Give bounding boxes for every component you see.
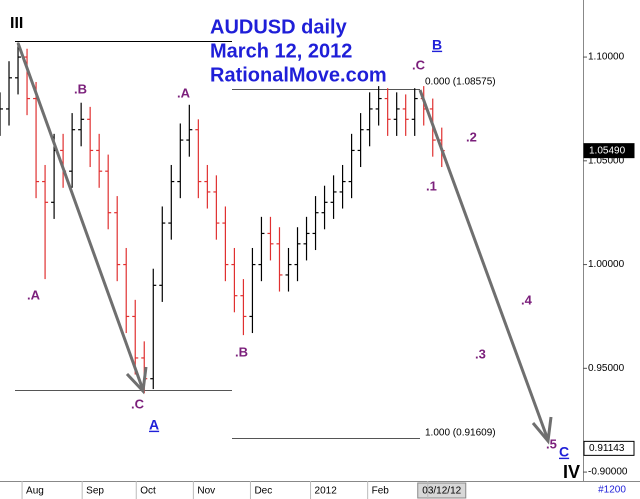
wave-label: .3 xyxy=(475,346,486,361)
arrow-line xyxy=(418,89,550,441)
wave-label: .A xyxy=(27,287,41,302)
wave-label: 1.000 (0.91609) xyxy=(425,428,496,439)
wave-label: IV xyxy=(563,462,580,482)
price-marker-box xyxy=(583,440,635,456)
chart-subtitle: RationalMove.com xyxy=(210,64,387,86)
chart-subtitle: March 12, 2012 xyxy=(210,40,352,62)
current-date-box xyxy=(417,482,467,499)
wave-label: .C xyxy=(131,396,145,411)
title-block: AUDUSD daily March 12, 2012 RationalMove… xyxy=(210,16,387,86)
x-tick-label: 2012 xyxy=(315,486,338,497)
y-tick-label: 0.95000 xyxy=(588,363,625,374)
wave-label: A xyxy=(149,417,159,433)
wave-label: .5 xyxy=(546,436,557,451)
wave-label: .B xyxy=(235,344,248,359)
y-tick-label: -0.90000 xyxy=(588,467,628,478)
wave-label: .1 xyxy=(426,178,437,193)
x-tick-label: Feb xyxy=(372,486,390,497)
wave-label: .A xyxy=(177,85,191,100)
x-tick-label: Dec xyxy=(254,486,272,497)
x-tick-label: 03/12/12 xyxy=(422,486,461,497)
price-marker-label: 0.91143 xyxy=(589,443,625,454)
arrow-head xyxy=(125,366,148,395)
y-tick-label: 1.05000 xyxy=(588,155,625,166)
y-tick-label: 1.10000 xyxy=(588,52,625,63)
x-tick-label: Nov xyxy=(197,486,215,497)
arrow-head xyxy=(531,416,553,445)
bar-count: #1200 xyxy=(598,485,626,496)
wave-arrows xyxy=(16,42,553,445)
arrow-line xyxy=(16,42,145,391)
wave-label: 0.000 (1.08575) xyxy=(425,77,496,88)
wave-label: B xyxy=(432,37,442,53)
wave-label: .4 xyxy=(521,292,533,307)
price-bars xyxy=(0,42,445,394)
wave-label: .B xyxy=(74,81,87,96)
price-marker-label: 1.05490 xyxy=(589,145,626,156)
wave-label: III xyxy=(10,15,23,32)
wave-label: C xyxy=(559,444,569,460)
y-tick-label: 1.00000 xyxy=(588,259,625,270)
wave-label: .2 xyxy=(466,129,477,144)
wave-label: .C xyxy=(412,57,426,72)
x-tick-label: Aug xyxy=(26,486,44,497)
chart-title: AUDUSD daily xyxy=(210,16,348,38)
x-tick-label: Sep xyxy=(86,486,104,497)
price-marker-box xyxy=(583,143,635,159)
x-tick-label: Oct xyxy=(140,486,156,497)
